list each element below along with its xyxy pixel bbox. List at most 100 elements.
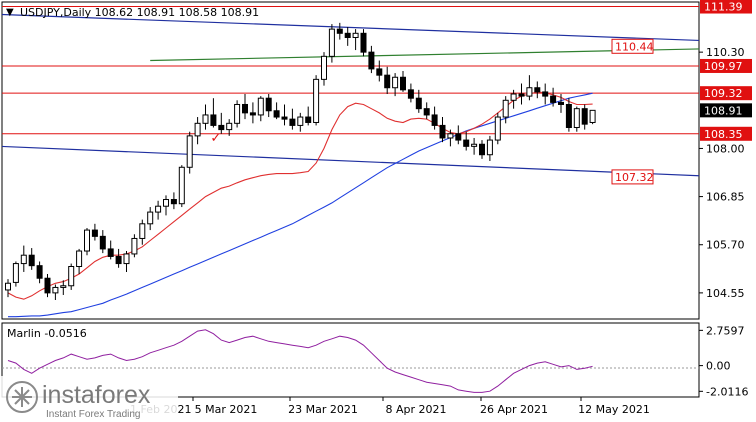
level-labels: 111.39 109.97 109.32 108.35 110.44 107.32 108.… (611, 0, 752, 185)
ma-red-line (7, 91, 593, 300)
time-tick-label: 26 Apr 2021 (480, 403, 548, 416)
price-axis: 110.30 108.00 106.85 105.70 104.55 2.7597 0.00… (699, 46, 748, 398)
candle (194, 117, 201, 145)
candle (242, 94, 248, 120)
candle (297, 112, 304, 132)
candle (210, 98, 217, 128)
logo-tagline: Instant Forex Trading (46, 409, 141, 420)
candle (178, 165, 185, 208)
candle (155, 200, 162, 220)
candle (234, 100, 241, 128)
instaforex-logo: instaforex Instant Forex Trading (0, 376, 178, 422)
candle (107, 240, 114, 260)
candle (415, 89, 422, 113)
svg-text:108.35: 108.35 (704, 128, 743, 141)
candle (558, 94, 564, 113)
trendlines (2, 13, 699, 177)
indicator-tick-label: 2.7597 (706, 324, 745, 337)
candle (273, 102, 280, 120)
candle (550, 87, 557, 107)
candle (328, 24, 335, 63)
price-tick-label: 108.00 (706, 142, 745, 155)
trendline-1 (2, 145, 699, 177)
level-label: 108.35 (700, 126, 752, 141)
candle (321, 52, 327, 86)
svg-text:110.44: 110.44 (615, 40, 654, 53)
candle (336, 22, 343, 40)
svg-text:108.91: 108.91 (704, 104, 743, 117)
indicator-label: Marlin -0.0516 (7, 327, 87, 340)
candle (392, 73, 399, 97)
candle (76, 248, 83, 275)
candle (431, 106, 438, 130)
candle (510, 89, 517, 109)
candle (257, 96, 264, 122)
candle (534, 81, 541, 99)
candle (526, 75, 533, 101)
logo-text: instaforex (42, 381, 151, 409)
candles: ✓ (5, 22, 596, 300)
candle (447, 129, 454, 147)
check-mark-icon: ✓ (210, 131, 221, 146)
candle (218, 112, 225, 134)
marlin-line (7, 329, 593, 393)
candle (502, 96, 509, 124)
candle (12, 261, 19, 287)
candle (376, 60, 383, 82)
candle (368, 45, 375, 74)
candle (28, 248, 35, 270)
price-tick-label: 110.30 (706, 46, 745, 59)
level-annotation: 110.44 (611, 38, 654, 54)
candle (68, 263, 75, 290)
candle (52, 284, 59, 300)
candle (463, 131, 470, 151)
candle (20, 245, 27, 272)
logo-mark-icon (6, 381, 38, 413)
candle (249, 102, 256, 124)
candle (352, 29, 359, 51)
candle (147, 207, 154, 231)
candle (44, 274, 51, 298)
svg-text:107.32: 107.32 (615, 171, 654, 184)
time-tick-label: 8 Apr 2021 (385, 403, 446, 416)
price-tick-label: 106.85 (706, 191, 745, 204)
candle (123, 251, 130, 272)
candle (479, 140, 485, 159)
candle (226, 119, 233, 136)
candle (384, 66, 391, 95)
candle (186, 131, 193, 174)
level-label: 109.32 (700, 86, 752, 101)
candle (84, 227, 90, 256)
candle (407, 83, 414, 103)
svg-text:109.32: 109.32 (704, 87, 743, 100)
candle (581, 104, 588, 130)
candle (494, 112, 501, 145)
trendline-0 (2, 13, 699, 42)
candle (313, 75, 320, 126)
candle (573, 106, 580, 132)
level-annotation: 107.32 (611, 169, 654, 185)
indicator-tick-label: -2.0116 (706, 385, 748, 398)
candle (486, 135, 493, 161)
time-tick-label: 12 May 2021 (578, 403, 650, 416)
time-axis: 5 Mar 2021 23 Mar 2021 8 Apr 2021 26 Apr 20… (130, 397, 650, 416)
candle (455, 125, 462, 145)
indicator-series (7, 329, 593, 393)
svg-text:109.97: 109.97 (704, 60, 743, 73)
symbol-arrow-icon: ▼ (6, 7, 14, 18)
candle (36, 261, 43, 284)
candle (565, 98, 572, 132)
candle (542, 83, 549, 105)
candle (91, 223, 98, 241)
candle (305, 106, 312, 126)
candle (400, 70, 406, 92)
level-label: 111.39 (700, 0, 752, 14)
svg-text:111.39: 111.39 (704, 1, 743, 14)
current-price-label: 108.91 (700, 103, 752, 118)
candle (5, 279, 11, 298)
candle (344, 27, 351, 46)
price-tick-label: 105.70 (706, 239, 745, 252)
candle (360, 29, 367, 57)
candle (518, 83, 525, 105)
